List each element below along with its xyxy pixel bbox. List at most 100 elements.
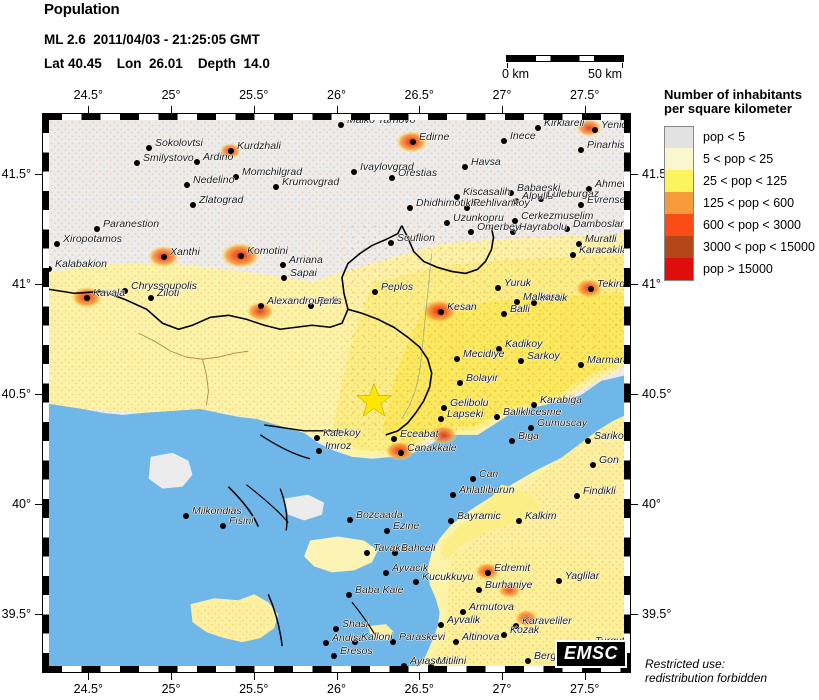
city-label: Bahceli	[401, 542, 436, 554]
city-label: Momchilgrad	[242, 166, 303, 178]
city-label: Fere	[317, 295, 339, 307]
lon-tick	[88, 106, 90, 113]
city-label: Ahlatliburun	[459, 484, 515, 496]
city-marker	[389, 175, 395, 181]
scale-bar-min-label: 0 km	[502, 67, 530, 81]
city-marker	[390, 639, 396, 645]
lat-axis-label: 39.5°	[1, 606, 31, 621]
lon-axis-label: 25.5°	[239, 88, 269, 102]
city-label: Kavala	[93, 287, 126, 299]
city-marker	[233, 174, 239, 180]
city-label: Edirne	[419, 131, 450, 143]
city-label: Ezine	[393, 520, 420, 532]
city-label: Fisini	[229, 515, 254, 527]
lon-tick	[88, 673, 90, 680]
city-marker	[314, 435, 320, 441]
city-label: Karabiga	[540, 394, 583, 406]
city-marker	[462, 164, 468, 170]
lat-tick	[35, 613, 42, 615]
city-label: Kiscasalih	[463, 186, 511, 198]
lon-axis-label: 24.5°	[73, 88, 103, 102]
header-block: Population ML 2.6 2011/04/03 - 21:25:05 …	[44, 0, 270, 76]
city-marker	[538, 196, 544, 202]
city-marker	[338, 122, 344, 128]
city-label: Ardino	[203, 151, 234, 163]
lon-tick	[501, 106, 503, 113]
population-map[interactable]: EMSC Sokolovtsi Smilystovo Ardino Kurdzhali…	[42, 113, 631, 673]
city-label: Ayiasos	[410, 655, 447, 667]
city-label: Kozak	[510, 624, 540, 636]
city-label: Ivaylovgrad	[360, 161, 414, 173]
city-marker	[495, 285, 501, 291]
city-marker	[518, 358, 524, 364]
city-marker	[392, 550, 398, 556]
city-label: Luleburgaz	[547, 188, 599, 200]
city-label: Babaeski	[517, 182, 561, 194]
lon-axis-label: 27°	[492, 682, 512, 696]
city-label: Kucukkuyu	[422, 571, 474, 583]
city-label: Baba Kale	[355, 584, 404, 596]
city-label: Zlatograd	[199, 194, 244, 206]
city-label: Kalloni	[361, 631, 393, 643]
city-marker	[590, 462, 596, 468]
city-marker	[391, 436, 397, 442]
city-label: Kadikoy	[505, 338, 543, 350]
legend-swatch	[664, 236, 694, 258]
lon-axis-label: 27°	[492, 88, 512, 102]
map-border-right	[624, 114, 630, 672]
city-marker	[470, 476, 476, 482]
legend-swatch	[664, 170, 694, 192]
lat-axis-label: 40.5°	[1, 387, 31, 402]
city-label: Pinarhisar	[587, 139, 631, 151]
city-marker	[183, 513, 189, 519]
city-marker	[448, 518, 454, 524]
city-label: Karaveliler	[522, 615, 572, 627]
city-marker	[281, 275, 287, 281]
city-label: Shasi	[342, 618, 369, 630]
lon-axis-label: 26.5°	[404, 682, 434, 696]
city-marker	[454, 356, 460, 362]
legend-entry: 600 < pop < 3000	[664, 214, 819, 236]
city-marker	[346, 592, 352, 598]
city-marker	[122, 288, 128, 294]
city-marker	[134, 160, 140, 166]
city-label: Findikli	[583, 485, 616, 497]
city-marker	[184, 182, 190, 188]
city-label: Paraskevi	[399, 631, 446, 643]
city-label: Dhidhimotikho	[416, 197, 483, 209]
city-marker	[501, 632, 507, 638]
lat-axis-label: 40°	[642, 496, 661, 511]
city-marker	[323, 640, 329, 646]
city-marker	[316, 448, 322, 454]
legend-label: 3000 < pop < 15000	[703, 240, 815, 254]
scale-bar: 0 km 50 km	[502, 55, 624, 81]
city-marker	[454, 194, 460, 200]
city-label: Sariko	[594, 430, 624, 442]
lat-axis-label: 41.5°	[642, 167, 672, 182]
city-marker	[161, 254, 167, 260]
city-marker	[501, 138, 507, 144]
city-label: Mecidiye	[463, 348, 505, 360]
city-label: Eceabat	[400, 428, 439, 440]
lon-tick	[501, 673, 503, 680]
city-marker	[501, 311, 507, 317]
city-label: Altinova	[462, 631, 500, 643]
city-label: Orestias	[398, 167, 438, 179]
event-location-depth: Lat 40.45 Lon 26.01 Depth 14.0	[44, 56, 270, 71]
lon-axis-label: 26°	[327, 682, 346, 696]
lon-axis-label: 25°	[161, 682, 181, 696]
map-border-bottom	[43, 666, 630, 672]
page-title: Population	[44, 1, 120, 18]
city-label: Edremit	[494, 562, 531, 574]
city-label: Alexandroupolis	[267, 295, 342, 307]
city-marker	[586, 186, 592, 192]
city-marker	[514, 299, 520, 305]
city-marker	[510, 229, 516, 235]
city-marker	[331, 653, 337, 659]
legend-label: pop < 5	[703, 130, 746, 144]
legend-label: 25 < pop < 125	[703, 174, 788, 188]
city-label: Smilystovo	[143, 152, 194, 164]
city-marker	[146, 145, 152, 151]
city-label: Komotini	[247, 245, 288, 257]
city-marker	[592, 127, 598, 133]
